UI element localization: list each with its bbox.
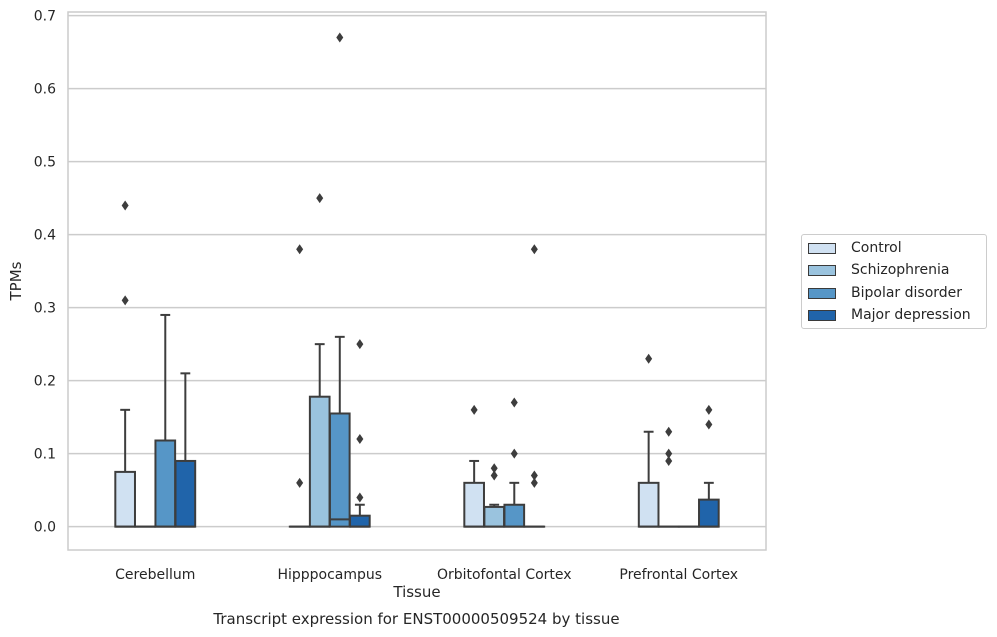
legend-swatch-schizophrenia <box>808 264 836 276</box>
box-body <box>308 395 331 528</box>
box-body <box>483 505 506 528</box>
y-tick-label: 0.7 <box>34 9 56 25</box>
outlier-point <box>530 244 538 255</box>
y-tick-label: 0.5 <box>34 155 56 171</box>
box-schizophrenia-hipppocampus <box>308 193 331 528</box>
legend-label-major-depression: Major depression <box>851 307 971 323</box>
outlier-point <box>510 397 518 408</box>
box-body <box>328 412 351 528</box>
legend-item-major-depression: Major depression <box>808 306 971 324</box>
gridlines <box>68 14 766 528</box>
box-body <box>174 459 197 528</box>
y-tick-label: 0.6 <box>34 82 56 98</box>
box-control-prefrontal-cortex <box>637 353 660 528</box>
x-tick-label: Orbitofontal Cortex <box>437 567 572 583</box>
box-schizophrenia-prefrontal-cortex <box>657 426 680 528</box>
box-body <box>154 439 177 528</box>
x-tick-label: Prefrontal Cortex <box>619 567 738 583</box>
plot-frame <box>67 11 767 551</box>
box-body <box>503 503 526 528</box>
y-tick-label: 0.3 <box>34 301 56 317</box>
outlier-point <box>665 455 673 466</box>
outlier-point <box>510 448 518 459</box>
box-major-depression-hipppocampus <box>349 339 371 528</box>
box-major-depression-cerebellum <box>174 372 197 528</box>
outlier-point <box>296 244 304 255</box>
legend-label-schizophrenia: Schizophrenia <box>851 262 950 278</box>
y-tick-label: 0.2 <box>34 374 56 390</box>
outlier-point <box>356 434 364 445</box>
y-tick-label: 0.1 <box>34 447 56 463</box>
y-tick-labels: 0.0 0.1 0.2 0.3 0.4 0.5 0.6 0.7 <box>34 9 56 536</box>
x-tick-labels: Cerebellum Hipppocampus Orbitofontal Corte… <box>115 567 738 583</box>
box-control-cerebellum <box>114 200 136 528</box>
legend-swatch-major-depression <box>808 309 836 321</box>
outlier-point <box>705 419 713 430</box>
legend: Control Schizophrenia Bipolar disorder M… <box>801 234 987 329</box>
outlier-point <box>316 193 324 204</box>
box-control-orbitofontal-cortex <box>463 404 485 528</box>
boxes <box>114 32 720 528</box>
legend-item-control: Control <box>808 239 902 257</box>
legend-item-bipolar-disorder: Bipolar disorder <box>808 284 962 302</box>
box-body <box>698 498 720 528</box>
x-axis-label: Tissue <box>392 583 440 601</box>
legend-swatch-control <box>808 242 836 254</box>
legend-swatch-bipolar-disorder <box>808 287 836 299</box>
box-body <box>637 481 660 528</box>
outlier-point <box>336 32 344 43</box>
outlier-point <box>356 339 364 350</box>
box-body <box>349 514 371 528</box>
x-tick-label: Hipppocampus <box>277 567 382 583</box>
outlier-point <box>530 477 538 488</box>
outlier-point <box>665 448 673 459</box>
box-schizophrenia-orbitofontal-cortex <box>483 463 506 528</box>
box-body <box>114 470 136 528</box>
box-bipolar-disorder-cerebellum <box>154 313 177 528</box>
legend-label-bipolar-disorder: Bipolar disorder <box>851 285 963 301</box>
legend-item-schizophrenia: Schizophrenia <box>808 261 949 279</box>
outlier-point <box>470 404 478 415</box>
y-tick-label: 0.4 <box>34 228 56 244</box>
outlier-point <box>356 492 364 503</box>
outlier-point <box>296 477 304 488</box>
outlier-point <box>490 470 498 481</box>
x-tick-label: Cerebellum <box>115 567 195 583</box>
outlier-point <box>530 470 538 481</box>
box-bipolar-disorder-hipppocampus <box>328 32 351 528</box>
outlier-point <box>490 463 498 474</box>
outlier-point <box>705 404 713 415</box>
box-major-depression-prefrontal-cortex <box>698 404 720 528</box>
outlier-point <box>121 295 129 306</box>
box-body <box>463 481 485 528</box>
outlier-point <box>121 200 129 211</box>
outlier-point <box>665 426 673 437</box>
outlier-point <box>645 353 653 364</box>
box-control-hipppocampus <box>288 244 311 528</box>
box-major-depression-orbitofontal-cortex <box>523 244 546 528</box>
box-bipolar-disorder-orbitofontal-cortex <box>503 397 526 528</box>
legend-label-control: Control <box>851 240 902 256</box>
y-tick-label: 0.0 <box>34 520 56 536</box>
y-axis-label: TPMs <box>7 261 25 301</box>
chart-caption: Transcript expression for ENST0000050952… <box>213 610 620 628</box>
